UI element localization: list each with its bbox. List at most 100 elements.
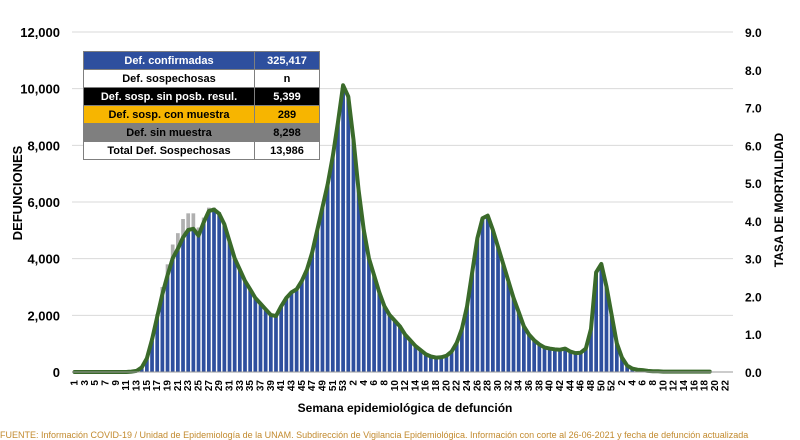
x-axis-label: Semana epidemiológica de defunción [298, 401, 513, 415]
confirmed-bar [444, 356, 449, 372]
x-tick-label: 2 [617, 380, 628, 386]
confirmed-bar [403, 335, 407, 372]
x-tick-label: 12 [400, 380, 411, 392]
confirmed-bar [232, 258, 237, 372]
y-left-tick-label: 10,000 [20, 82, 60, 97]
x-tick-label: 22 [452, 380, 463, 392]
x-tick-label: 34 [514, 380, 525, 392]
confirmed-bar [336, 122, 340, 372]
x-tick-label: 10 [658, 380, 669, 392]
confirmed-bar [465, 306, 469, 372]
y-right-tick-label: 3.0 [745, 253, 762, 267]
x-tick-label: 16 [689, 380, 700, 392]
confirmed-bar [491, 230, 495, 372]
x-tick-label: 4 [627, 380, 638, 386]
confirmed-bar [145, 359, 149, 372]
x-tick-label: 28 [483, 380, 494, 392]
x-tick-label: 18 [700, 380, 711, 392]
x-tick-label: 35 [245, 380, 256, 392]
x-tick-label: 45 [297, 380, 308, 392]
x-tick-label: 46 [576, 380, 587, 392]
confirmed-bar [227, 241, 232, 372]
y-left-tick-label: 4,000 [27, 252, 60, 267]
x-tick-label: 11 [121, 380, 132, 391]
x-tick-label: 27 [204, 380, 215, 392]
suspected-bar [191, 213, 196, 229]
confirmed-bar [274, 316, 278, 372]
x-tick-label: 20 [441, 380, 452, 392]
confirmed-bar [398, 326, 402, 372]
confirmed-bar [361, 230, 366, 372]
y-right-tick-label: 5.0 [745, 177, 762, 191]
y-right-tick-label: 8.0 [745, 64, 762, 78]
confirmed-bar [583, 349, 588, 372]
confirmed-bar [485, 216, 490, 372]
confirmed-bar [258, 304, 263, 372]
x-tick-label: 48 [586, 380, 597, 392]
confirmed-bar [496, 247, 500, 372]
confirmed-bar [604, 287, 609, 372]
x-tick-label: 23 [183, 380, 194, 392]
confirmed-bar [341, 85, 345, 372]
x-tick-label: 5 [90, 380, 101, 386]
confirmed-bar [470, 272, 475, 372]
confirmed-bar [346, 97, 351, 373]
x-tick-label: 40 [545, 380, 556, 392]
x-tick-label: 47 [307, 380, 318, 392]
confirmed-bar [367, 258, 371, 372]
y-right-tick-label: 1.0 [745, 328, 762, 342]
confirmed-bars [129, 85, 712, 373]
x-axis-ticks: 1 3 5 7 9 11 13 15 17 19 21 23 25 27 29 31 33 35 37 39 41 43 4… [70, 380, 732, 392]
x-tick-label: 22 [720, 380, 731, 392]
x-tick-label: 33 [235, 380, 246, 392]
summary-label: Def. sin muestra [83, 123, 255, 142]
confirmed-bar [253, 298, 258, 372]
summary-row: Def. sospechosas n [83, 69, 320, 88]
footer-source: FUENTE: Información COVID-19 / Unidad de… [0, 431, 749, 440]
x-tick-label: 49 [317, 380, 328, 392]
confirmed-bar [460, 329, 464, 372]
summary-row: Def. sosp. con muestra 289 [83, 105, 320, 124]
x-tick-label: 39 [266, 380, 277, 392]
confirmed-bar [542, 347, 547, 372]
confirmed-bar [150, 340, 154, 372]
confirmed-bar [217, 213, 222, 372]
x-tick-label: 2 [348, 380, 359, 386]
mortality-rate-line [72, 83, 712, 374]
confirmed-bar [475, 238, 480, 372]
x-tick-label: 41 [276, 380, 287, 392]
right-axis-ticks: 0.0 1.0 2.0 3.0 4.0 5.0 6.0 7.0 8.0 9.0 [745, 26, 762, 380]
confirmed-bar [372, 275, 376, 372]
x-tick-label: 53 [338, 380, 349, 392]
x-tick-label: 6 [638, 380, 649, 386]
confirmed-bar [392, 321, 397, 372]
confirmed-bar [263, 309, 268, 372]
confirmed-bar [589, 329, 593, 372]
confirmed-bar [351, 139, 356, 372]
confirmed-bar [160, 295, 165, 372]
x-tick-label: 18 [431, 380, 442, 392]
confirmed-bar [243, 281, 247, 372]
summary-label: Def. sosp. con muestra [83, 105, 255, 124]
x-tick-label: 51 [328, 380, 339, 392]
confirmed-bar [480, 219, 485, 372]
y-right-tick-label: 4.0 [745, 215, 762, 229]
confirmed-bar [449, 352, 454, 372]
y-right-tick-label: 9.0 [745, 26, 762, 40]
confirmed-bar [196, 236, 201, 372]
x-tick-label: 7 [101, 380, 112, 386]
confirmed-bar [284, 298, 289, 372]
confirmed-bar [568, 352, 573, 372]
y-left-tick-label: 0 [53, 365, 60, 380]
confirmed-bar [547, 349, 552, 372]
confirmed-bar [299, 281, 304, 372]
confirmed-bar [620, 357, 624, 372]
confirmed-bar [558, 350, 562, 372]
confirmed-bar [320, 207, 325, 372]
summary-label: Def. sospechosas [83, 69, 255, 88]
summary-label: Total Def. Sospechosas [83, 141, 255, 160]
confirmed-bar [439, 357, 444, 372]
confirmed-bar [573, 353, 578, 372]
x-tick-label: 52 [607, 380, 618, 392]
